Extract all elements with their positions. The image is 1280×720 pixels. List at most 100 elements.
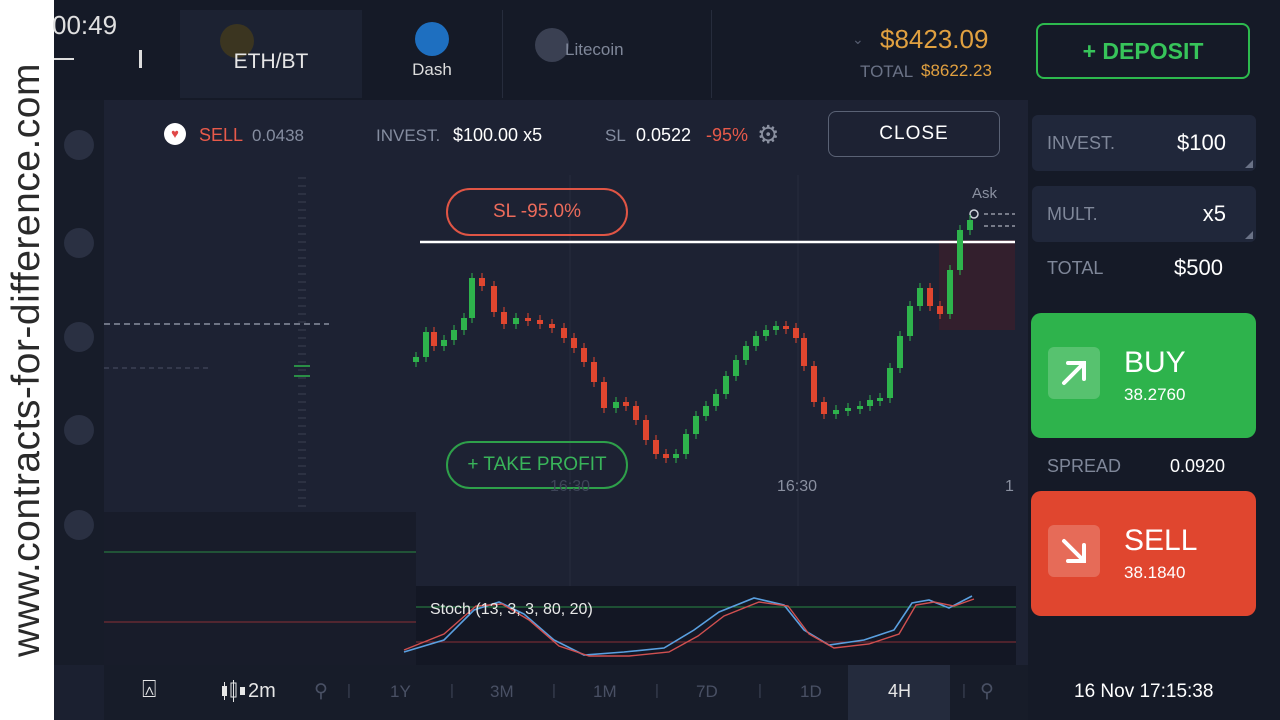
gear-icon[interactable]: ⚙ (757, 121, 780, 149)
timeframe-1m[interactable]: 1M (593, 682, 617, 701)
stoch-k-line (403, 595, 973, 656)
position-entry: 0.0438 (252, 126, 304, 145)
candle (469, 278, 475, 318)
candle (907, 306, 913, 336)
candle (783, 326, 789, 329)
buy-button[interactable]: BUY 38.2760 (1031, 313, 1256, 438)
candle (683, 434, 689, 454)
timeframe-7d[interactable]: 7D (696, 682, 718, 701)
candle (663, 454, 669, 458)
candle (501, 312, 507, 324)
dash-coin-icon (415, 22, 449, 56)
menu-icon[interactable] (54, 58, 74, 60)
tab-label: Litecoin (565, 40, 624, 59)
candle (867, 400, 873, 406)
chat-icon[interactable] (64, 322, 94, 352)
candle (549, 324, 555, 328)
arrow-up-right-icon (1048, 347, 1100, 399)
candle (947, 270, 953, 314)
time-axis-label: 1 (1005, 478, 1014, 495)
side-toolbar (54, 100, 104, 665)
candle (845, 408, 851, 411)
time-axis-label: 16:30 (550, 478, 591, 495)
candle (653, 440, 659, 454)
tab-litecoin[interactable]: Litecoin (502, 10, 712, 98)
timeframe-4h-highlight (848, 665, 950, 720)
candle (733, 360, 739, 376)
interval-selector[interactable]: 2m (248, 680, 276, 702)
invest-value: $100 (1177, 130, 1226, 155)
tab-eth-btc[interactable]: ETH/BT (180, 10, 362, 98)
video-icon[interactable] (64, 510, 94, 540)
stop-loss-badge[interactable]: SL -95.0% (446, 188, 628, 236)
invest-field[interactable]: INVEST. $100 (1032, 115, 1256, 171)
tab-label: Dash (412, 60, 452, 79)
multiplier-field[interactable]: MULT. x5 (1032, 186, 1256, 242)
timeframe-1y[interactable]: 1Y (390, 682, 411, 701)
timeframe-3m[interactable]: 3M (490, 682, 514, 701)
position-invest-value: $100.00 x5 (453, 125, 543, 145)
candle (877, 398, 883, 401)
candle (937, 306, 943, 314)
buy-label: BUY (1124, 346, 1186, 379)
close-position-button[interactable]: CLOSE (828, 111, 1000, 157)
notification-icon[interactable] (64, 415, 94, 445)
stoch-d-line (403, 598, 975, 657)
chart-canvas (104, 175, 1016, 665)
candle (591, 362, 597, 382)
timeframe-1d[interactable]: 1D (800, 682, 822, 701)
candle (633, 406, 639, 420)
candle (479, 278, 485, 286)
candles-icon[interactable] (220, 680, 246, 702)
candle (581, 348, 587, 362)
litecoin-coin-icon (535, 28, 569, 62)
candle (773, 326, 779, 330)
candle (451, 330, 457, 340)
account-total-label: TOTAL (860, 62, 914, 81)
zoom-out-icon[interactable]: ⚲ (314, 681, 328, 702)
candle (793, 328, 799, 338)
multiplier-label: MULT. (1047, 204, 1098, 224)
zoom-in-icon[interactable]: ⚲ (980, 681, 994, 702)
candle (571, 338, 577, 348)
take-profit-button[interactable]: + TAKE PROFIT (446, 441, 628, 489)
timeframe-4h[interactable]: 4H (888, 681, 912, 701)
account-balance[interactable]: $8423.09 (880, 24, 989, 54)
corner-handle-icon (1245, 160, 1253, 168)
candle (561, 328, 567, 338)
watermark-strip: www.contracts-for-difference.com (0, 0, 54, 720)
time-axis-label: 16:30 (777, 478, 818, 495)
corner-handle-icon (1245, 231, 1253, 239)
spread-label: SPREAD (1047, 456, 1122, 476)
buy-price: 38.2760 (1124, 385, 1186, 404)
tab-dash[interactable]: Dash (362, 10, 502, 98)
ask-label: Ask (972, 185, 998, 202)
arrow-down-right-icon (1048, 525, 1100, 577)
position-direction: SELL (199, 125, 244, 145)
support-icon[interactable] (64, 228, 94, 258)
candle (743, 346, 749, 360)
candle (491, 286, 497, 312)
drawing-tool-icon[interactable]: ⍓ (142, 676, 157, 703)
sell-button[interactable]: SELL 38.1840 (1031, 491, 1256, 616)
position-invest-label: INVEST. (376, 126, 441, 145)
candle (857, 406, 863, 409)
candle (897, 336, 903, 368)
add-tab-icon[interactable] (139, 50, 142, 68)
lower-left-panel (104, 512, 416, 665)
position-sl-percent: -95% (706, 125, 749, 145)
candle (821, 402, 827, 414)
candle (525, 318, 531, 321)
chevron-down-icon[interactable]: ⌄ (852, 31, 864, 47)
chart-tool-icon[interactable] (64, 130, 94, 160)
sell-direction-icon: ♥ (164, 123, 186, 145)
candle (643, 420, 649, 440)
tab-label: ETH/BT (233, 50, 309, 73)
candle (513, 318, 519, 324)
order-total-value: $500 (1174, 255, 1223, 280)
price-chart[interactable] (104, 100, 1028, 665)
candle (957, 230, 963, 270)
candle (431, 332, 437, 346)
deposit-button[interactable]: + DEPOSIT (1036, 23, 1250, 79)
candle (413, 357, 419, 362)
